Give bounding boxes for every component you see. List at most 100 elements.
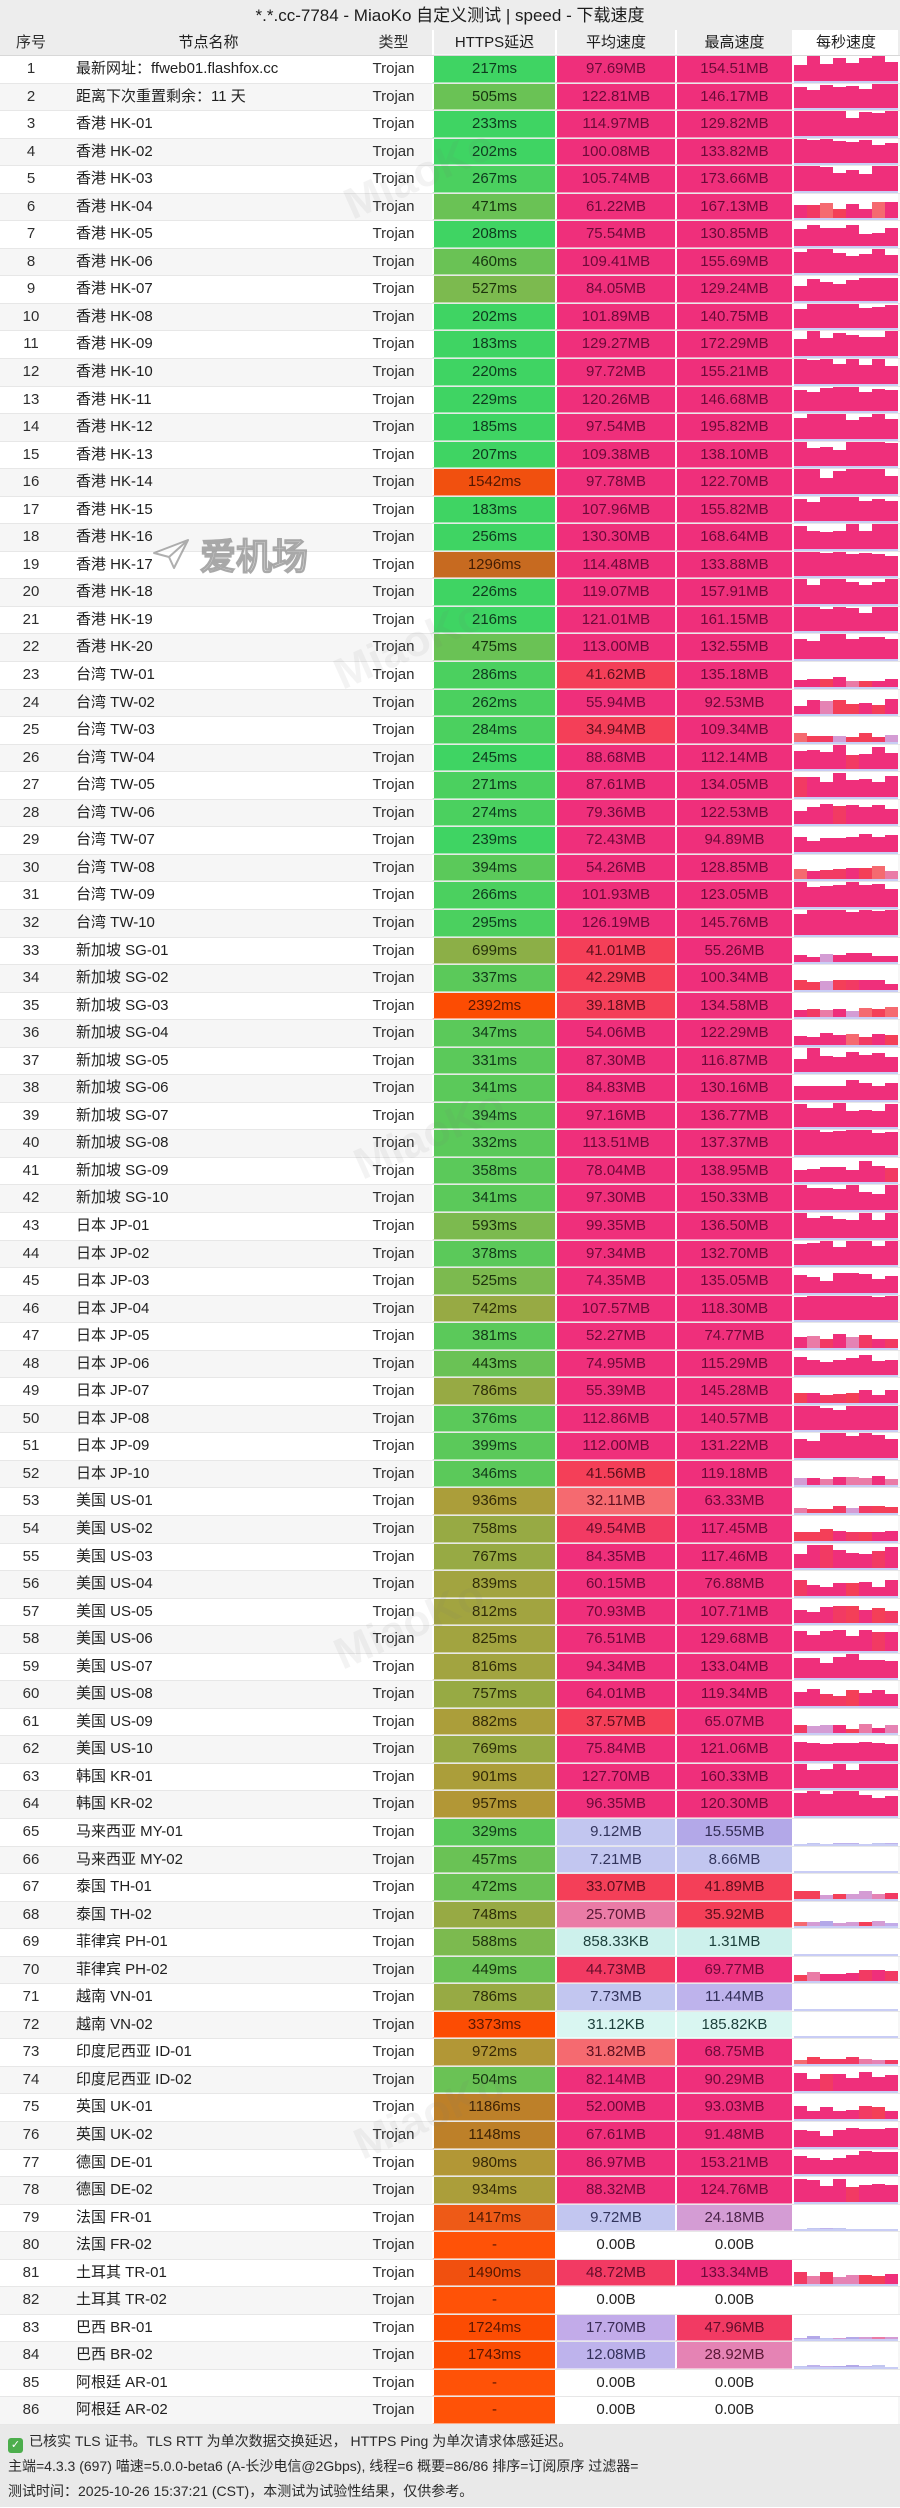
node-type: Trojan	[372, 1051, 415, 1069]
speed-bar	[859, 531, 872, 551]
speed-bar	[872, 1689, 885, 1708]
latency-cell: 839ms	[432, 1571, 555, 1598]
speed-bar	[833, 1476, 846, 1488]
bars-baseline	[794, 1347, 898, 1350]
avg-speed-cell: 7.21MB	[555, 1846, 675, 1874]
speed-bars-chart	[792, 1020, 898, 1047]
node-type: Trojan	[372, 500, 415, 518]
avg-speed-cell: 70.93MB	[555, 1598, 675, 1626]
speed-bar	[859, 173, 872, 193]
avg-speed-cell: 0.00B	[555, 2287, 675, 2314]
speed-bar	[872, 1338, 885, 1350]
speed-bars-chart	[792, 248, 898, 276]
speed-bar	[885, 1479, 898, 1488]
speed-bar	[833, 838, 846, 854]
bars-baseline	[794, 135, 898, 138]
speed-bar	[872, 1660, 885, 1681]
bars-baseline	[794, 1017, 898, 1020]
speed-bar	[872, 1193, 885, 1212]
speed-bar	[794, 309, 807, 331]
speed-bar	[820, 1662, 833, 1681]
speed-bar	[846, 1477, 859, 1488]
speed-bar	[820, 1974, 833, 1984]
node-name: 台湾 TW-09	[76, 886, 155, 904]
speed-bar	[820, 202, 833, 221]
speed-bar	[859, 1794, 872, 1818]
speed-bar	[846, 1435, 859, 1460]
avg-speed-cell: 61.22MB	[555, 193, 675, 221]
table-row: 59 美国 US-07 Trojan 816ms 94.34MB 133.04MB	[0, 1653, 900, 1682]
speed-bar	[859, 2059, 872, 2066]
row-number: 36	[22, 1024, 40, 1042]
speed-bar	[846, 1972, 859, 1984]
speed-bars-chart	[792, 1571, 898, 1598]
latency-cell: 471ms	[432, 193, 555, 221]
speed-bar	[820, 679, 833, 689]
speed-bar	[820, 804, 833, 827]
speed-bar	[833, 2130, 846, 2149]
per-second-bars	[794, 909, 898, 937]
row-number: 40	[22, 1134, 40, 1152]
speed-bar	[859, 868, 872, 882]
latency-cell: 216ms	[432, 606, 555, 634]
speed-bar	[794, 913, 807, 937]
speed-bar	[885, 2151, 898, 2177]
speed-bar	[846, 1240, 859, 1268]
avg-speed-cell: 112.00MB	[555, 1433, 675, 1460]
speed-bar	[885, 1923, 898, 1929]
speed-bars-chart	[792, 717, 898, 744]
node-name: 美国 US-09	[76, 1712, 153, 1730]
max-speed-cell: 117.46MB	[675, 1543, 792, 1571]
max-speed-cell: 41.89MB	[675, 1874, 792, 1901]
speed-bar	[872, 1278, 885, 1295]
speed-bar	[859, 1581, 872, 1598]
speed-bar	[846, 255, 859, 276]
node-name: 越南 VN-01	[76, 1988, 153, 2006]
bars-baseline	[794, 163, 898, 166]
table-row: 74 印度尼西亚 ID-02 Trojan 504ms 82.14MB 90.29MB	[0, 2066, 900, 2095]
speed-bar	[859, 680, 872, 689]
max-speed-cell: 112.14MB	[675, 744, 792, 772]
speed-bars-chart	[792, 1405, 898, 1433]
speed-bar	[846, 1337, 859, 1350]
node-type: Trojan	[372, 1933, 415, 1951]
speed-bar	[820, 228, 833, 248]
table-row: 18 香港 HK-16 Trojan 256ms 130.30MB 168.64MB	[0, 524, 900, 552]
node-name: 香港 HK-15	[76, 500, 153, 518]
speed-bar	[807, 1440, 820, 1460]
table-row: 7 香港 HK-05 Trojan 208ms 75.54MB 130.85MB	[0, 221, 900, 249]
speed-bar	[885, 62, 898, 83]
speed-bars-chart	[792, 606, 898, 634]
bars-baseline	[794, 962, 898, 965]
table-row: 36 新加坡 SG-04 Trojan 347ms 54.06MB 122.29MB	[0, 1020, 900, 1048]
speed-bar	[807, 1544, 820, 1571]
node-type: Trojan	[372, 1823, 415, 1840]
speed-bar	[872, 1361, 885, 1378]
speed-bar	[807, 1531, 820, 1543]
table-row: 24 台湾 TW-02 Trojan 262ms 55.94MB 92.53MB	[0, 689, 900, 718]
speed-bar	[859, 441, 872, 469]
bars-baseline	[794, 1127, 898, 1130]
speed-bar	[846, 303, 859, 331]
node-type: Trojan	[372, 2291, 415, 2309]
speed-bars-chart	[792, 166, 898, 193]
per-second-bars	[794, 1158, 898, 1185]
speed-bar	[885, 2128, 898, 2149]
latency-cell: 239ms	[432, 827, 555, 854]
speed-bar	[833, 606, 846, 634]
node-name: 新加坡 SG-04	[76, 1024, 169, 1042]
node-type: Trojan	[372, 748, 415, 766]
row-number: 6	[26, 197, 36, 215]
avg-speed-cell: 122.81MB	[555, 83, 675, 111]
column-header-6: 每秒速度	[792, 30, 898, 55]
row-number: 13	[22, 390, 40, 408]
speed-bar	[833, 885, 846, 909]
speed-bar	[859, 1610, 872, 1626]
speed-bar	[807, 1634, 820, 1653]
speed-bar	[794, 1692, 807, 1708]
speed-bar	[859, 139, 872, 166]
row-number: 63	[22, 1767, 40, 1785]
latency-cell: 295ms	[432, 909, 555, 937]
avg-speed-cell: 33.07MB	[555, 1874, 675, 1901]
node-name: 日本 JP-01	[76, 1216, 150, 1234]
